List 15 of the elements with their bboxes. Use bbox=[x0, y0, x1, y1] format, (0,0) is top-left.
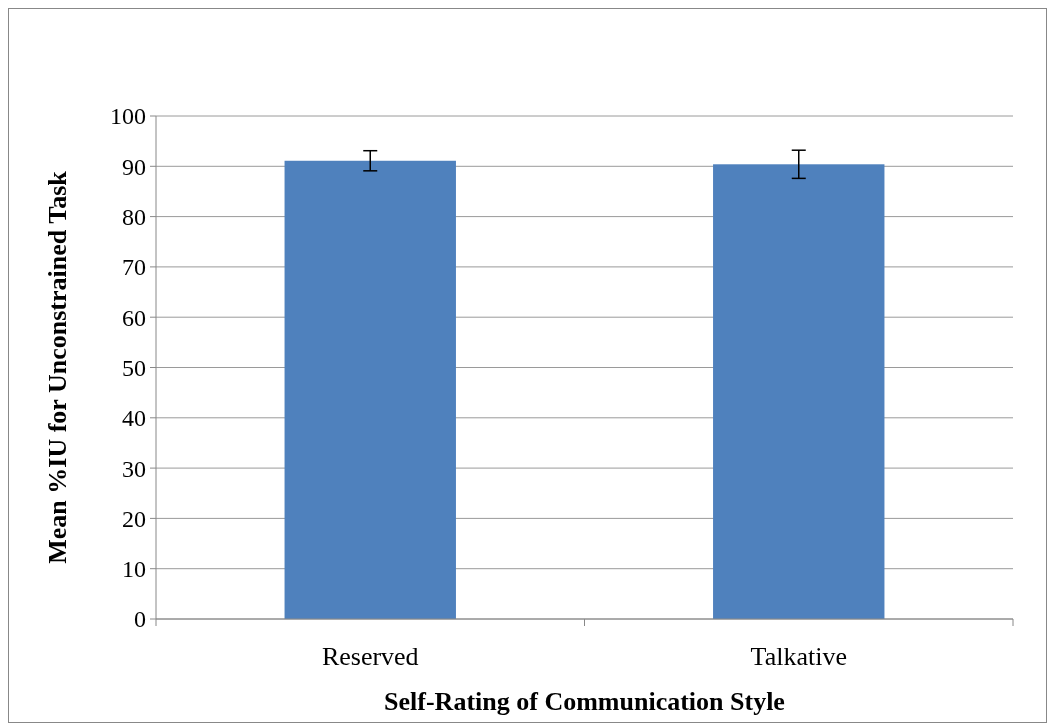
y-tick-label: 90 bbox=[122, 153, 146, 180]
y-tick-label: 60 bbox=[122, 304, 146, 331]
y-axis-title: Mean %IU for Unconstrained Task bbox=[43, 170, 72, 564]
y-tick-label: 50 bbox=[122, 354, 146, 381]
x-axis-title: Self-Rating of Communication Style bbox=[384, 687, 785, 716]
y-tick-label: 40 bbox=[122, 405, 146, 432]
x-tick-label: Reserved bbox=[321, 642, 419, 671]
y-tick-label: 80 bbox=[122, 204, 146, 230]
y-tick-label: 0 bbox=[134, 606, 146, 633]
x-tick-label: Talkative bbox=[750, 642, 847, 671]
y-tick-label: 20 bbox=[122, 505, 146, 532]
y-tick-label: 100 bbox=[110, 103, 146, 130]
y-tick-label: 10 bbox=[122, 556, 146, 583]
y-tick-label: 30 bbox=[122, 455, 146, 482]
y-tick-label: 70 bbox=[122, 254, 146, 281]
